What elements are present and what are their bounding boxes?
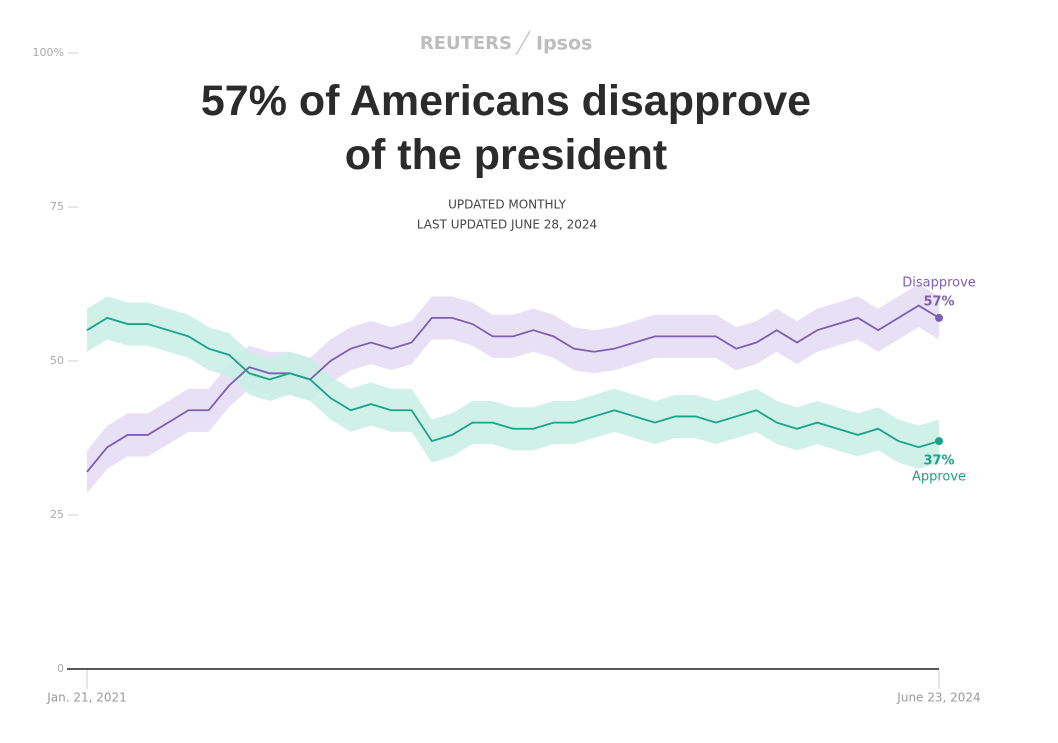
brand: REUTERS (420, 33, 512, 54)
subtitle: UPDATED MONTHLY (448, 198, 567, 212)
confidence-band (87, 284, 939, 494)
y-tick-label: 100% (33, 46, 64, 59)
updated: LAST UPDATED JUNE 28, 2024 (417, 218, 597, 232)
series-label: Approve (912, 470, 966, 485)
y-tick-label: 0 (57, 662, 64, 675)
y-tick-label: 75 (50, 200, 64, 213)
series-label: Disapprove (902, 275, 976, 290)
y-tick-label: 50 (50, 354, 64, 367)
brand-divider (515, 30, 531, 56)
chart-title: 57% of Americans disapprove of the presi… (200, 77, 812, 179)
value-label: 37% (923, 454, 954, 469)
y-tick-label: 25 (50, 508, 64, 521)
end-point (935, 313, 943, 322)
end-point (935, 437, 943, 446)
x-tick-label: June 23, 2024 (896, 691, 980, 705)
series-line (86, 304, 940, 473)
x-tick-label: Jan. 21, 2021 (46, 691, 127, 705)
partner: Ipsos (536, 33, 592, 55)
confidence-band (87, 296, 939, 469)
value-label: 57% (923, 294, 954, 309)
series-line (86, 316, 940, 449)
